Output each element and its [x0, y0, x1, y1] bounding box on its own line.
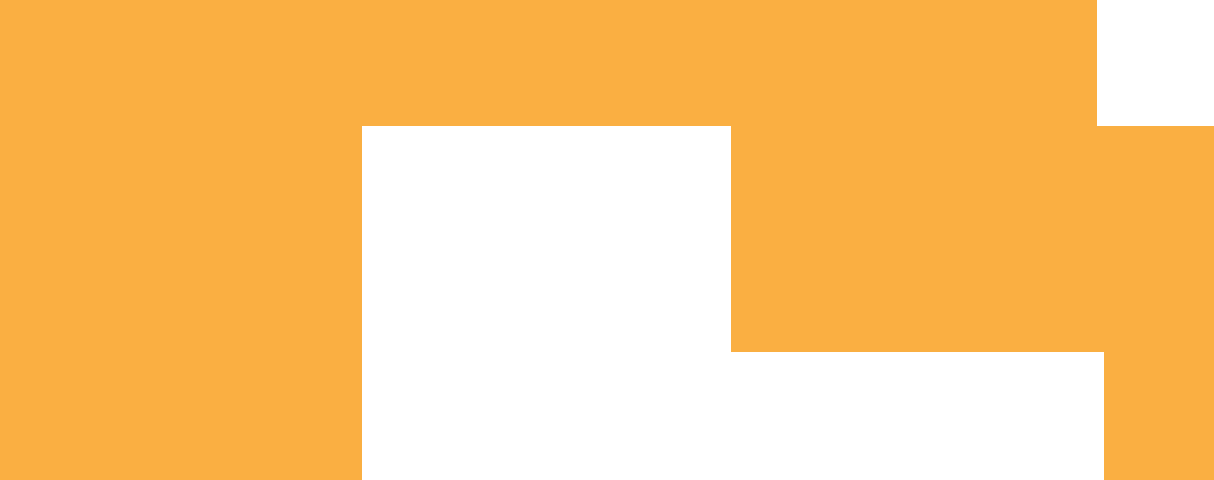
left-column-block [0, 126, 362, 480]
top-banner-block [0, 0, 1097, 126]
right-wing-block [731, 126, 1214, 480]
